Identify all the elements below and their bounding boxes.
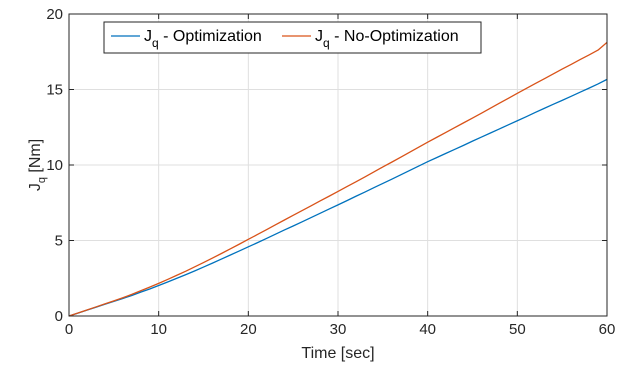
x-tick-label: 20 (240, 321, 257, 338)
y-tick-label: 20 (46, 6, 63, 23)
x-tick-label: 30 (330, 321, 347, 338)
x-tick-label: 0 (65, 321, 73, 338)
legend-label: Jq - Optimization (144, 28, 262, 50)
x-tick-label: 40 (419, 321, 436, 338)
legend: Jq - Optimization Jq - No-Optimization (103, 21, 482, 54)
x-axis-label: Time [sec] (301, 345, 374, 362)
legend-label: Jq - No-Optimization (315, 28, 459, 50)
y-tick-label: 10 (46, 157, 63, 174)
series-layer (68, 41, 608, 317)
y-tick-label: 0 (55, 308, 63, 325)
y-tick-labels: 0 5 10 15 20 (46, 6, 63, 325)
y-tick-label: 15 (46, 82, 63, 99)
x-tick-label: 10 (150, 321, 167, 338)
x-tick-label: 50 (509, 321, 526, 338)
legend-box (103, 21, 482, 54)
series-line-no-optimization (68, 41, 608, 317)
x-tick-labels: 0 10 20 30 40 50 60 (65, 321, 616, 338)
legend-entry-no-optimization: Jq - No-Optimization (282, 28, 459, 50)
x-tick-label: 60 (599, 321, 616, 338)
axis-ticks (68, 13, 608, 317)
y-tick-label: 5 (55, 233, 63, 250)
legend-entry-optimization: Jq - Optimization (111, 28, 262, 50)
grid-lines (69, 14, 607, 316)
series-line-optimization (68, 78, 608, 317)
